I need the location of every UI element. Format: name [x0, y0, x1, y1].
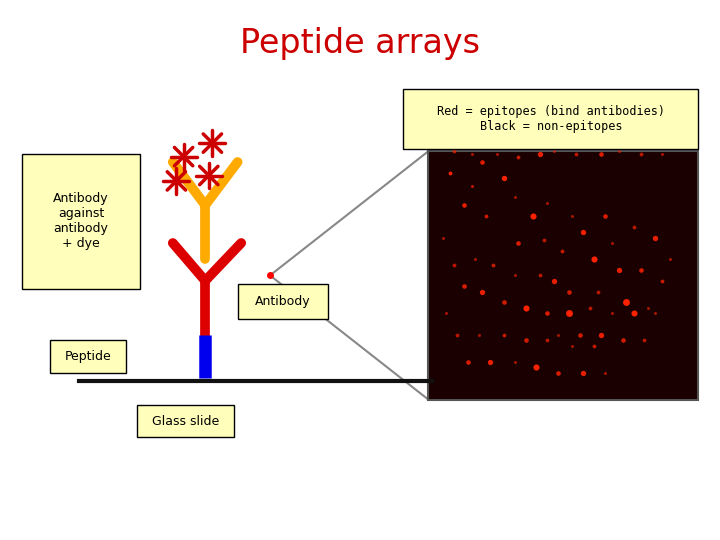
Text: Antibody
against
antibody
+ dye: Antibody against antibody + dye: [53, 192, 109, 251]
FancyBboxPatch shape: [137, 405, 234, 437]
FancyBboxPatch shape: [22, 154, 140, 289]
FancyBboxPatch shape: [238, 284, 328, 319]
FancyBboxPatch shape: [50, 340, 126, 373]
Bar: [428, 151, 698, 400]
Text: Glass slide: Glass slide: [152, 415, 219, 428]
Text: Peptide: Peptide: [65, 350, 112, 363]
Text: Red = epitopes (bind antibodies)
Black = non-epitopes: Red = epitopes (bind antibodies) Black =…: [437, 105, 665, 133]
FancyBboxPatch shape: [403, 89, 698, 148]
Text: Antibody: Antibody: [255, 294, 310, 308]
Text: Peptide arrays: Peptide arrays: [240, 26, 480, 60]
